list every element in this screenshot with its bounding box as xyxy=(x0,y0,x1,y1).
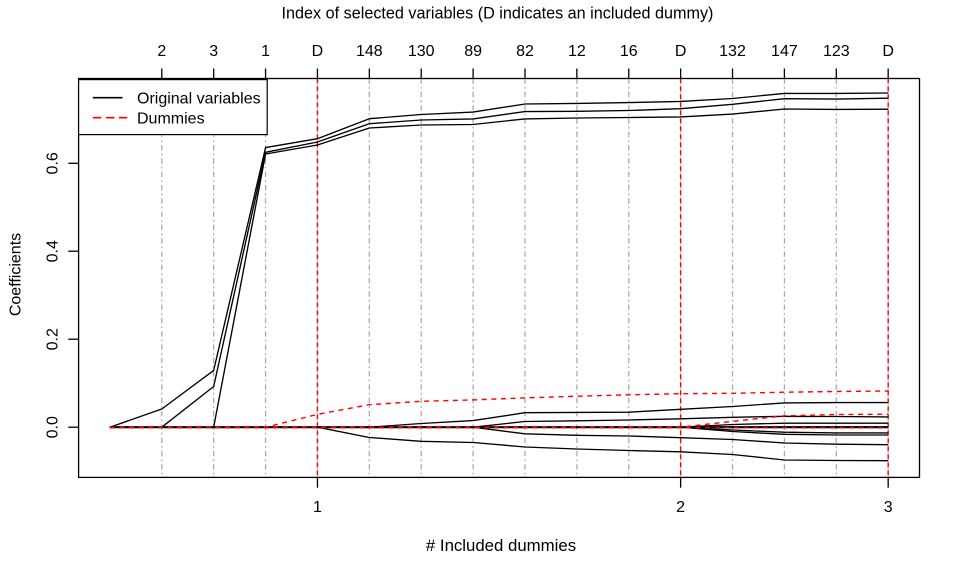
svg-text:Original variables: Original variables xyxy=(137,90,261,107)
svg-text:1: 1 xyxy=(313,499,322,516)
svg-text:1: 1 xyxy=(261,43,270,60)
svg-text:123: 123 xyxy=(823,43,850,60)
svg-text:0.4: 0.4 xyxy=(45,240,62,262)
svg-text:132: 132 xyxy=(719,43,746,60)
svg-text:0.2: 0.2 xyxy=(45,328,62,350)
svg-text:Dummies: Dummies xyxy=(137,110,205,127)
svg-text:130: 130 xyxy=(408,43,435,60)
svg-text:3: 3 xyxy=(209,43,218,60)
svg-text:3: 3 xyxy=(884,499,893,516)
svg-text:147: 147 xyxy=(771,43,798,60)
svg-text:Coefficients: Coefficients xyxy=(8,233,25,316)
svg-text:0.6: 0.6 xyxy=(45,152,62,174)
svg-text:89: 89 xyxy=(464,43,482,60)
svg-text:2: 2 xyxy=(157,43,166,60)
svg-text:Index of selected variables (D: Index of selected variables (D indicates… xyxy=(282,4,714,22)
svg-text:D: D xyxy=(312,43,324,60)
svg-text:2: 2 xyxy=(676,499,685,516)
svg-text:D: D xyxy=(675,43,687,60)
svg-text:148: 148 xyxy=(356,43,383,60)
svg-text:16: 16 xyxy=(620,43,638,60)
svg-text:12: 12 xyxy=(568,43,586,60)
svg-text:# Included dummies: # Included dummies xyxy=(426,536,576,555)
svg-text:D: D xyxy=(882,43,894,60)
svg-text:82: 82 xyxy=(516,43,534,60)
svg-text:0.0: 0.0 xyxy=(45,416,62,438)
